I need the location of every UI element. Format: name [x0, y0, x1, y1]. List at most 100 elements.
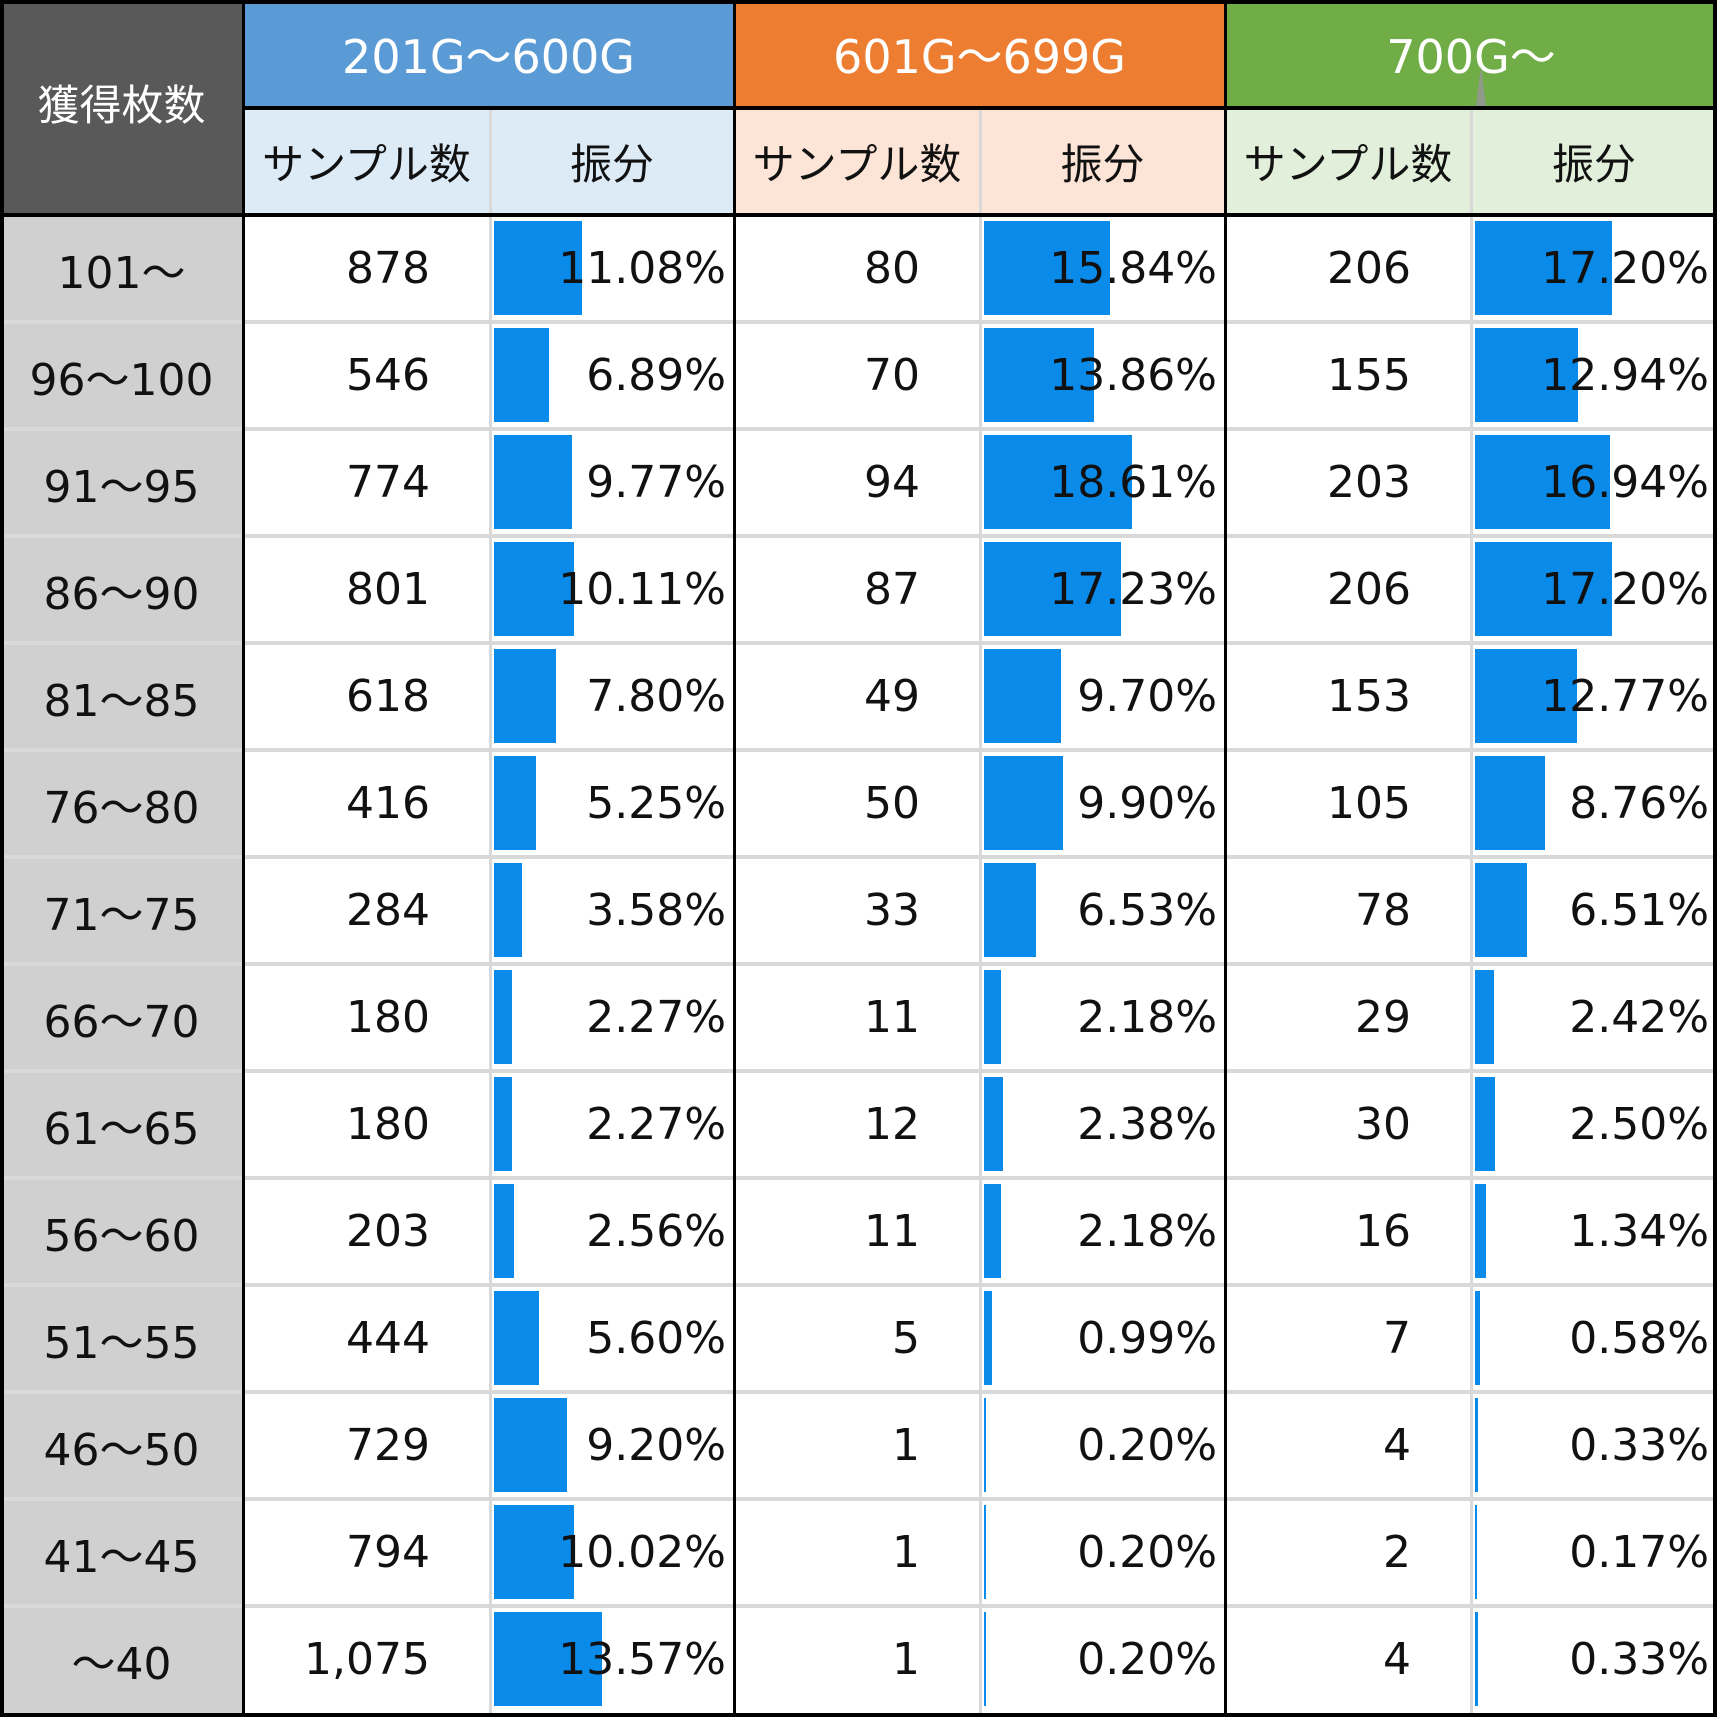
share-percent: 2.42%	[1569, 992, 1709, 1043]
sample-count-cell: 618	[243, 643, 490, 750]
data-bar	[1475, 1291, 1480, 1385]
data-bar	[1475, 328, 1578, 422]
sample-count-cell: 1	[734, 1606, 980, 1713]
share-percent: 8.76%	[1569, 778, 1709, 829]
sample-count-cell: 416	[243, 750, 490, 857]
share-cell: 3.58%	[490, 857, 734, 964]
row-divider	[0, 1390, 1717, 1394]
data-bar	[1475, 221, 1612, 315]
share-cell: 0.99%	[980, 1285, 1225, 1392]
row-divider	[0, 1283, 1717, 1287]
sample-count-cell: 33	[734, 857, 980, 964]
sample-count-cell: 16	[1225, 1178, 1471, 1285]
row-label: 96〜100	[0, 322, 243, 429]
share-cell: 0.33%	[1471, 1606, 1717, 1713]
share-cell: 2.27%	[490, 1071, 734, 1178]
row-divider	[0, 1604, 1717, 1608]
sample-count-cell: 729	[243, 1392, 490, 1499]
share-percent: 0.58%	[1569, 1313, 1709, 1364]
data-bar	[494, 435, 572, 529]
row-divider	[0, 641, 1717, 645]
row-divider	[0, 320, 1717, 324]
share-cell: 13.86%	[980, 322, 1225, 429]
sample-count-cell: 78	[1225, 857, 1471, 964]
share-cell: 0.33%	[1471, 1392, 1717, 1499]
sample-count-cell: 80	[734, 215, 980, 322]
share-percent: 2.27%	[586, 1099, 726, 1150]
data-bar	[984, 863, 1036, 957]
group-border	[242, 0, 245, 1717]
row-divider	[0, 855, 1717, 859]
subheader-share: 振分	[1471, 108, 1717, 215]
subheader-share: 振分	[490, 108, 734, 215]
share-percent: 13.57%	[558, 1634, 726, 1685]
share-cell: 10.02%	[490, 1499, 734, 1606]
share-cell: 0.20%	[980, 1499, 1225, 1606]
data-bar	[494, 649, 557, 743]
share-cell: 2.50%	[1471, 1071, 1717, 1178]
share-cell: 15.84%	[980, 215, 1225, 322]
data-bar	[494, 756, 536, 850]
row-label: 46〜50	[0, 1392, 243, 1499]
share-percent: 2.27%	[586, 992, 726, 1043]
share-percent: 2.50%	[1569, 1099, 1709, 1150]
share-percent: 12.94%	[1541, 350, 1709, 401]
share-percent: 2.18%	[1077, 992, 1217, 1043]
data-bar	[984, 1505, 986, 1599]
row-label: 66〜70	[0, 964, 243, 1071]
data-bar	[494, 1398, 568, 1492]
share-cell: 17.23%	[980, 536, 1225, 643]
share-cell: 0.20%	[980, 1392, 1225, 1499]
row-label: 71〜75	[0, 857, 243, 964]
subheader-share: 振分	[980, 108, 1225, 215]
data-bar	[1475, 1612, 1478, 1706]
share-percent: 0.20%	[1077, 1420, 1217, 1471]
data-bar	[1475, 542, 1612, 636]
data-bar	[1475, 1505, 1477, 1599]
share-percent: 2.56%	[586, 1206, 726, 1257]
share-percent: 13.86%	[1049, 350, 1217, 401]
subheader-samples: サンプル数	[734, 108, 980, 215]
sample-count-cell: 70	[734, 322, 980, 429]
share-cell: 0.20%	[980, 1606, 1225, 1713]
share-cell: 9.20%	[490, 1392, 734, 1499]
data-bar	[1475, 863, 1527, 957]
sample-count-cell: 1	[734, 1499, 980, 1606]
share-percent: 9.70%	[1077, 671, 1217, 722]
data-bar	[984, 435, 1133, 529]
data-bar	[984, 1184, 1002, 1278]
sample-count-cell: 30	[1225, 1071, 1471, 1178]
corner-header: 獲得枚数	[0, 0, 243, 215]
sample-count-cell: 206	[1225, 215, 1471, 322]
sample-count-cell: 1,075	[243, 1606, 490, 1713]
share-percent: 7.80%	[586, 671, 726, 722]
share-cell: 0.58%	[1471, 1285, 1717, 1392]
share-percent: 16.94%	[1541, 457, 1709, 508]
share-percent: 10.02%	[558, 1527, 726, 1578]
share-percent: 17.20%	[1541, 564, 1709, 615]
row-label: 101〜	[0, 215, 243, 322]
data-bar	[1475, 1184, 1486, 1278]
sample-count-cell: 4	[1225, 1606, 1471, 1713]
sample-count-cell: 94	[734, 429, 980, 536]
share-cell: 10.11%	[490, 536, 734, 643]
share-cell: 16.94%	[1471, 429, 1717, 536]
row-divider	[0, 748, 1717, 752]
share-cell: 13.57%	[490, 1606, 734, 1713]
sample-count-cell: 878	[243, 215, 490, 322]
share-cell: 2.18%	[980, 964, 1225, 1071]
share-cell: 5.25%	[490, 750, 734, 857]
share-percent: 0.33%	[1569, 1420, 1709, 1471]
sample-count-cell: 801	[243, 536, 490, 643]
data-bar	[494, 1077, 513, 1171]
row-label: 81〜85	[0, 643, 243, 750]
data-bar	[984, 542, 1122, 636]
share-cell: 2.56%	[490, 1178, 734, 1285]
share-cell: 8.76%	[1471, 750, 1717, 857]
sample-count-cell: 153	[1225, 643, 1471, 750]
group-header-3: 700G〜	[1225, 0, 1717, 108]
share-cell: 17.20%	[1471, 215, 1717, 322]
group-border	[1224, 0, 1227, 1717]
data-bar	[1475, 756, 1545, 850]
